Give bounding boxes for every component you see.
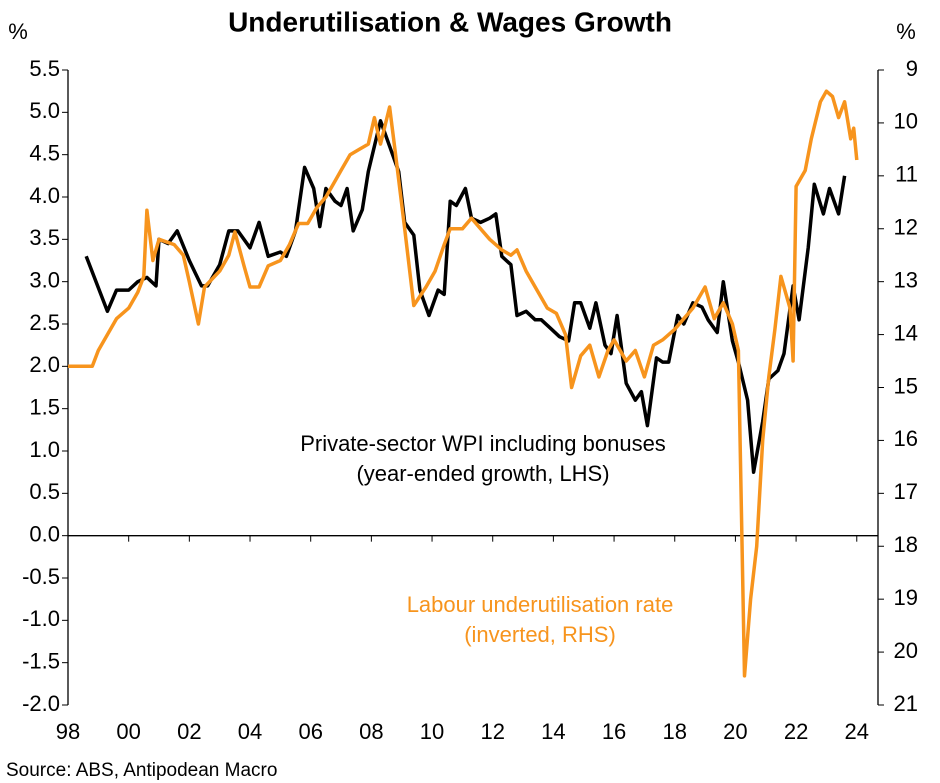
y2-tick-label: 10	[894, 109, 918, 134]
x-tick-label: 14	[541, 719, 565, 744]
annotation: (year-ended growth, LHS)	[356, 461, 609, 486]
y2-tick-label: 13	[894, 267, 918, 292]
chart-title: Underutilisation & Wages Growth	[228, 6, 672, 37]
x-tick-label: 04	[238, 719, 262, 744]
y-tick-label: 0.0	[29, 521, 60, 546]
y-tick-label: 3.0	[29, 267, 60, 292]
y-tick-label: 4.5	[29, 140, 60, 165]
y2-unit: %	[896, 19, 916, 44]
x-tick-label: 06	[298, 719, 322, 744]
y-tick-label: -1.5	[22, 648, 60, 673]
y2-tick-label: 11	[895, 162, 918, 187]
annotation: Labour underutilisation rate	[407, 592, 674, 617]
y-tick-label: 2.0	[29, 352, 60, 377]
y2-tick-label: 21	[894, 691, 918, 716]
y-tick-label: 5.5	[29, 56, 60, 81]
y2-tick-label: 19	[894, 585, 918, 610]
x-tick-label: 00	[116, 719, 140, 744]
x-tick-label: 18	[662, 719, 686, 744]
series-line	[84, 119, 847, 474]
y-tick-label: -1.0	[22, 606, 60, 631]
x-tick-label: 22	[784, 719, 808, 744]
y-tick-label: 1.0	[29, 437, 60, 462]
y2-tick-label: 17	[894, 479, 918, 504]
x-tick-label: 12	[480, 719, 504, 744]
annotation: (inverted, RHS)	[464, 622, 616, 647]
x-tick-label: 20	[723, 719, 747, 744]
y2-tick-label: 12	[894, 215, 918, 240]
y-tick-label: 0.5	[29, 479, 60, 504]
y-unit: %	[8, 19, 28, 44]
x-tick-label: 16	[602, 719, 626, 744]
x-tick-label: 10	[420, 719, 444, 744]
annotation: Private-sector WPI including bonuses	[300, 431, 666, 456]
series-line	[68, 89, 859, 678]
x-tick-label: 08	[359, 719, 383, 744]
y2-tick-label: 18	[894, 532, 918, 557]
y-tick-label: -2.0	[22, 691, 60, 716]
y2-tick-label: 16	[894, 426, 918, 451]
x-tick-label: 98	[56, 719, 80, 744]
y-tick-label: 1.5	[29, 394, 60, 419]
y-tick-label: -0.5	[22, 564, 60, 589]
y-tick-label: 3.5	[29, 225, 60, 250]
y-tick-label: 5.0	[29, 98, 60, 123]
x-tick-label: 24	[845, 719, 869, 744]
y2-tick-label: 20	[894, 638, 918, 663]
y2-tick-label: 9	[906, 56, 918, 81]
y-tick-label: 4.0	[29, 183, 60, 208]
source: Source: ABS, Antipodean Macro	[6, 760, 277, 781]
y-tick-label: 2.5	[29, 310, 60, 335]
x-tick-label: 02	[177, 719, 201, 744]
y2-tick-label: 14	[894, 320, 918, 345]
y2-tick-label: 15	[894, 373, 918, 398]
